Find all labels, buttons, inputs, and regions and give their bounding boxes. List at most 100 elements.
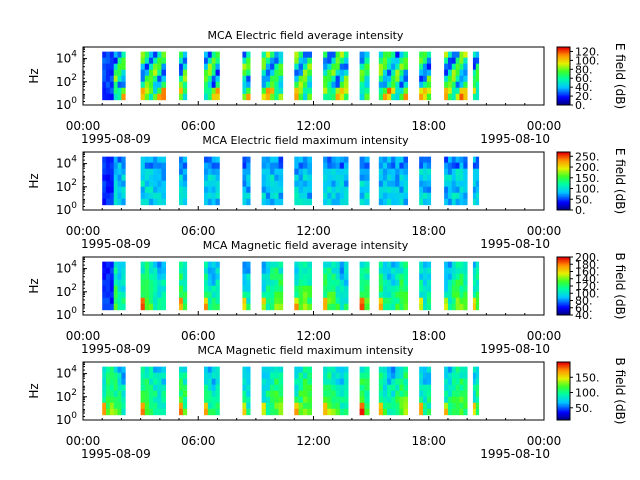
spectrogram-cell — [459, 57, 464, 65]
spectrogram-cell — [161, 75, 166, 83]
spectrogram-cell — [102, 261, 107, 269]
spectrogram-cell — [343, 390, 349, 398]
spectrogram-cell — [335, 192, 341, 200]
spectrogram-cell — [403, 396, 409, 404]
spectrogram-cell — [382, 69, 388, 77]
spectrogram-cell — [395, 402, 400, 410]
colorbar-swatch — [557, 385, 570, 388]
spectrogram-cell — [339, 291, 345, 299]
spectrogram-cell — [399, 267, 404, 275]
spectrogram-cell — [204, 384, 209, 392]
spectrogram-cell — [215, 378, 220, 386]
spectrogram-cell — [113, 69, 118, 77]
colorbar-swatch — [557, 163, 570, 166]
spectrogram-cell — [403, 291, 409, 299]
spectrogram-cell — [422, 75, 428, 83]
spectrogram-cell — [343, 408, 349, 416]
spectrogram-cell — [242, 279, 247, 287]
spectrogram-cell — [307, 63, 312, 71]
spectrogram-cell — [161, 192, 166, 200]
spectrogram-cell — [261, 93, 267, 101]
spectrogram-cell — [307, 87, 312, 95]
spectrogram-cell — [113, 87, 118, 95]
colorbar-tick-label: 0. — [575, 204, 586, 217]
spectrogram-cell — [455, 174, 460, 182]
spectrogram-cell — [382, 174, 388, 182]
colorbar-tick-label: 120. — [575, 45, 600, 58]
x-date-start: 1995-08-09 — [81, 447, 151, 461]
spectrogram-cell — [274, 198, 279, 206]
spectrogram-cell — [475, 63, 480, 71]
spectrogram-cell — [447, 384, 453, 392]
spectrogram-cell — [426, 51, 432, 59]
spectrogram-cell — [422, 174, 428, 182]
spectrogram-cell — [302, 297, 308, 305]
spectrogram-cell — [426, 378, 432, 386]
spectrogram-cell — [451, 156, 457, 164]
colorbar-swatch — [557, 199, 570, 202]
spectrogram-cell — [117, 93, 122, 101]
colorbar-swatch — [557, 71, 570, 74]
spectrogram-cell — [144, 303, 150, 311]
spectrogram-cell — [399, 192, 404, 200]
spectrogram-cell — [387, 174, 392, 182]
colorbar-swatch — [557, 262, 570, 265]
spectrogram-cell — [294, 192, 300, 200]
spectrogram-cell — [395, 75, 400, 83]
spectrogram-cell — [207, 93, 213, 101]
y-tick-label: 100 — [56, 201, 77, 217]
spectrogram-cell — [459, 87, 464, 95]
spectrogram-cell — [395, 51, 400, 59]
spectrogram-cell — [419, 87, 424, 95]
spectrogram-cell — [339, 186, 345, 194]
colorbar-swatch — [557, 258, 570, 261]
spectrogram-cell — [395, 396, 400, 404]
spectrogram-cell — [148, 51, 154, 59]
spectrogram-cell — [109, 162, 115, 170]
spectrogram-cell — [327, 186, 332, 194]
spectrogram-cell — [274, 87, 279, 95]
spectrogram-cell — [265, 285, 271, 293]
spectrogram-cell — [451, 63, 457, 71]
spectrogram-cell — [246, 57, 251, 65]
x-date-end: 1995-08-10 — [480, 132, 550, 146]
spectrogram-cell — [298, 180, 304, 188]
spectrogram-cell — [113, 303, 118, 311]
spectrogram-cell — [278, 408, 284, 416]
spectrogram-cell — [242, 168, 247, 176]
spectrogram-cell — [451, 378, 457, 386]
spectrogram-cell — [298, 261, 304, 269]
spectrogram-cell — [403, 81, 409, 89]
spectrogram-cell — [426, 186, 432, 194]
spectrogram-cell — [339, 75, 345, 83]
spectrogram-cell — [395, 267, 400, 275]
spectrogram-cell — [359, 267, 365, 275]
spectrogram-cell — [113, 63, 118, 71]
spectrogram-cell — [148, 186, 154, 194]
spectrogram-cell — [444, 285, 449, 293]
spectrogram-cell — [294, 261, 300, 269]
spectrogram-cell — [359, 87, 365, 95]
spectrogram-cell — [395, 297, 400, 305]
spectrogram-cell — [278, 261, 284, 269]
spectrogram-cell — [215, 372, 220, 380]
spectrogram-cell — [323, 396, 328, 404]
y-axis-label: Hz — [27, 383, 41, 398]
spectrogram-cell — [261, 408, 267, 416]
spectrogram-cell — [463, 51, 468, 59]
spectrogram-cell — [459, 285, 464, 293]
spectrogram-cell — [307, 366, 312, 374]
spectrogram-cell — [274, 378, 279, 386]
spectrogram-cell — [157, 285, 162, 293]
colorbar-swatch — [557, 393, 570, 396]
spectrogram-cell — [395, 303, 400, 311]
spectrogram-cell — [399, 75, 404, 83]
spectrogram-cell — [179, 261, 184, 269]
spectrogram-cell — [204, 273, 209, 281]
spectrogram-cell — [265, 396, 271, 404]
x-tick-label: 12:00 — [296, 224, 331, 238]
spectrogram-cell — [455, 372, 460, 380]
colorbar-swatch — [557, 47, 570, 49]
colorbar-swatch — [557, 99, 570, 102]
spectrogram-cell — [157, 57, 162, 65]
